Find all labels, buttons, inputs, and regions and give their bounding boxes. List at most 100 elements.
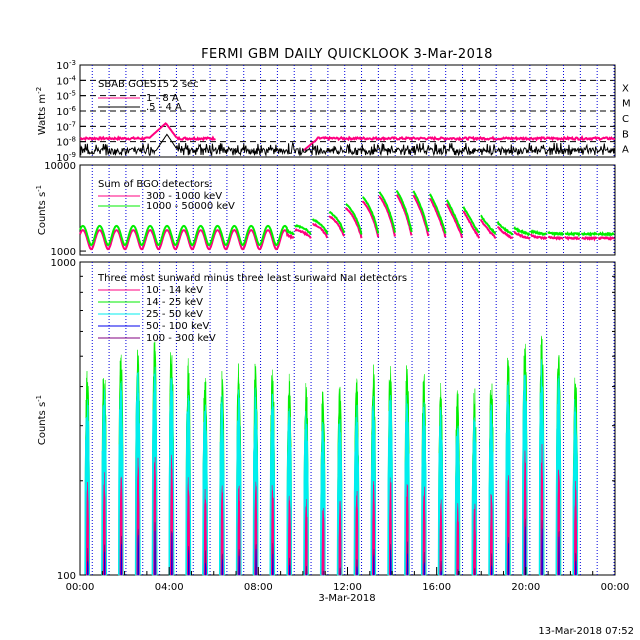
nai-series-3-burst-28 xyxy=(558,536,560,576)
nai-legend-entry-2: 25 - 50 keV xyxy=(146,309,203,320)
nai-series-3-burst-29 xyxy=(575,560,577,576)
goes-y-tick-label-3: 10-6 xyxy=(56,105,76,118)
nai-series-3-burst-19 xyxy=(406,553,409,576)
nai-series-0-burst-22 xyxy=(456,503,460,576)
nai-series-3-burst-17 xyxy=(373,555,375,576)
nai-series-3-burst-0 xyxy=(87,560,89,576)
goes-y-axis-label: Watts m-2 xyxy=(35,87,48,135)
x-axis-label: 3-Mar-2018 xyxy=(318,593,375,604)
x-tick-label-0: 00:00 xyxy=(66,582,95,593)
goes-y-tick-label-2: 10-5 xyxy=(56,90,76,103)
nai-series-0-burst-13 xyxy=(304,498,308,576)
nai-series-3-burst-12 xyxy=(288,564,291,576)
goes-legend-entry-2: .5 - 4 A xyxy=(146,102,182,113)
bgo-orbit-markers xyxy=(91,165,615,255)
bgo-y-ticks: 10000 1000 xyxy=(44,161,86,258)
nai-series-3-burst-20 xyxy=(423,562,425,576)
x-tick-label-2: 08:00 xyxy=(244,582,273,593)
nai-series-4-burst-14 xyxy=(322,570,325,576)
goes-y-tick-label-1: 10-4 xyxy=(56,74,76,87)
goes-orbit-markers xyxy=(91,65,615,157)
nai-series-0-burst-12 xyxy=(287,495,291,576)
x-tick-label-6: 00:00 xyxy=(601,582,630,593)
bgo-panel: 10000 1000 Counts s-1 Sum of BGO detector… xyxy=(35,161,615,258)
nai-series-3-burst-24 xyxy=(490,565,493,576)
nai-series-3-burst-2 xyxy=(120,544,122,576)
goes-y-tick-label-5: 10-8 xyxy=(56,136,76,149)
bgo-y-tick-label-0: 10000 xyxy=(44,161,76,172)
nai-x-ticks: 00:00 04:00 08:00 12:00 16:00 20:00 00:00 xyxy=(66,567,630,593)
nai-series-3-burst-13 xyxy=(305,573,308,576)
nai-series-3-burst-7 xyxy=(204,562,207,576)
nai-series-4-burst-22 xyxy=(457,569,459,576)
nai-series-0-burst-23 xyxy=(473,503,476,576)
x-tick-label-4: 16:00 xyxy=(422,582,451,593)
nai-series-0-burst-21 xyxy=(439,499,443,576)
goes-class-label-B: B xyxy=(622,129,629,140)
goes-series-05-4A xyxy=(79,133,615,158)
nai-orbit-markers xyxy=(91,262,615,575)
nai-series-group xyxy=(84,335,579,576)
nai-y-ticks: 1000 100 xyxy=(51,258,615,582)
nai-legend-entry-1: 14 - 25 keV xyxy=(146,297,203,308)
nai-series-3-burst-8 xyxy=(221,559,223,576)
nai-series-0-burst-15 xyxy=(338,500,342,576)
bgo-y-tick-label-1: 1000 xyxy=(51,247,76,258)
nai-series-4-burst-23 xyxy=(473,567,476,576)
nai-series-3-burst-4 xyxy=(154,530,156,576)
goes-series-1-8A xyxy=(79,122,616,151)
nai-series-3-burst-3 xyxy=(137,535,139,576)
nai-series-3-burst-1 xyxy=(103,551,106,576)
chart-title: FERMI GBM DAILY QUICKLOOK 3-Mar-2018 xyxy=(201,47,493,62)
nai-series-0-burst-14 xyxy=(321,507,325,576)
nai-series-3-burst-10 xyxy=(255,549,257,576)
nai-y-axis-label: Counts s-1 xyxy=(35,395,48,445)
x-tick-label-5: 20:00 xyxy=(511,582,540,593)
nai-series-0-burst-8 xyxy=(220,485,224,576)
bgo-y-axis-label: Counts s-1 xyxy=(35,185,48,235)
goes-class-label-M: M xyxy=(622,99,631,110)
x-tick-label-1: 04:00 xyxy=(155,582,184,593)
goes-y-tick-label-0: 10-3 xyxy=(56,59,76,72)
nai-series-3-burst-27 xyxy=(541,528,543,576)
bgo-frame xyxy=(79,164,616,256)
nai-series-3-burst-11 xyxy=(272,553,274,576)
nai-series-3-burst-5 xyxy=(171,532,173,576)
nai-legend-title: Three most sunward minus three least sun… xyxy=(97,273,407,284)
goes-flare-class-lines xyxy=(80,79,615,143)
goes-legend-entry-1: 1 - 8 A xyxy=(146,93,179,104)
nai-series-3-burst-9 xyxy=(238,555,240,576)
nai-series-3-burst-16 xyxy=(356,566,358,576)
bgo-legend-title: Sum of BGO detectors: xyxy=(98,179,213,190)
goes-y-tick-label-4: 10-7 xyxy=(56,120,76,133)
bgo-legend-entry-2: 1000 - 50000 keV xyxy=(146,201,235,212)
nai-legend-entry-3: 50 - 100 keV xyxy=(146,321,210,332)
nai-series-0-burst-29 xyxy=(574,480,577,576)
nai-series-3-burst-18 xyxy=(389,549,392,576)
nai-legend-entry-0: 10 - 14 keV xyxy=(146,285,203,296)
nai-series-4-burst-15 xyxy=(339,567,341,576)
nai-y-tick-label-0: 1000 xyxy=(51,258,76,269)
nai-series-0-burst-6 xyxy=(186,477,191,576)
nai-series-3-burst-21 xyxy=(440,569,442,576)
nai-series-3-burst-6 xyxy=(187,549,190,576)
x-tick-label-3: 12:00 xyxy=(333,582,362,593)
nai-series-0-burst-7 xyxy=(203,489,207,576)
footer-timestamp: 13-Mar-2018 07:52 xyxy=(538,626,634,637)
goes-legend-title: SBAB GOES15 2 sec xyxy=(98,79,199,90)
nai-y-tick-label-1: 100 xyxy=(57,571,76,582)
goes-class-label-A: A xyxy=(622,145,629,156)
nai-legend-entry-4: 100 - 300 keV xyxy=(146,333,216,344)
goes-class-label-C: C xyxy=(622,114,629,125)
nai-series-4-burst-13 xyxy=(305,565,308,576)
goes-series-group xyxy=(79,122,616,158)
nai-series-0-burst-16 xyxy=(355,490,359,576)
nai-series-3-burst-25 xyxy=(507,543,510,576)
bgo-legend-entry-1: 300 - 1000 keV xyxy=(146,191,222,202)
goes-class-label-X: X xyxy=(622,83,629,94)
